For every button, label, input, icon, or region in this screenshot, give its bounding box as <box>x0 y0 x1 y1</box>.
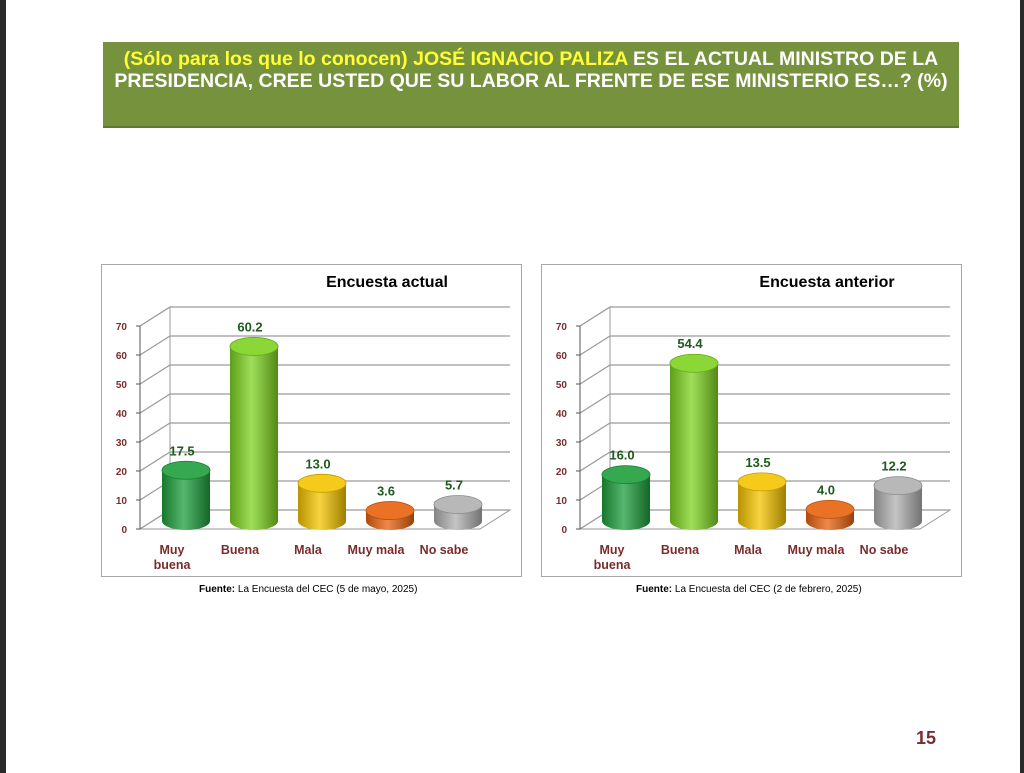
source-note-previous: Fuente: La Encuesta del CEC (2 de febrer… <box>636 584 862 595</box>
bar-value-label: 60.2 <box>237 319 262 334</box>
bar-body <box>670 363 718 530</box>
question-title: (Sólo para los que lo conocen) JOSÉ IGNA… <box>103 42 959 128</box>
bar <box>601 465 651 530</box>
bar-value-label: 16.0 <box>609 448 634 463</box>
bar-top <box>669 353 719 373</box>
bar-body <box>162 470 210 530</box>
bar-top <box>737 472 787 492</box>
source-note-current: Fuente: La Encuesta del CEC (5 de mayo, … <box>199 584 417 595</box>
chart-previous-survey: 0 10 20 30 40 50 60 70 Encuesta anterior 16.0 Muyb… <box>556 274 952 572</box>
gridline <box>139 364 510 385</box>
bar-value-label: 13.0 <box>305 456 330 471</box>
bar-value-label: 13.5 <box>745 455 770 470</box>
bar <box>873 476 923 530</box>
bar-value-label: 12.2 <box>881 459 906 474</box>
bar-body <box>602 474 650 530</box>
y-tick-label: 50 <box>556 380 568 391</box>
category-label: Buena <box>221 543 260 557</box>
chart-current-survey: 0 10 20 30 40 50 60 70 Encuesta actual 17.5 Muybue… <box>116 274 512 572</box>
bar-top <box>873 476 923 496</box>
category-label: Muy mala <box>788 543 846 557</box>
gridline <box>139 422 510 443</box>
source-label: Fuente: <box>199 584 236 595</box>
gridline <box>579 335 950 356</box>
y-tick-label: 30 <box>116 438 128 449</box>
bar-top <box>433 495 483 514</box>
bar-top <box>805 499 855 519</box>
bar-body <box>874 485 922 530</box>
bar <box>229 337 279 530</box>
bar-body <box>230 346 278 530</box>
bar-top <box>297 473 347 493</box>
y-tick-label: 10 <box>116 496 128 507</box>
bar <box>805 499 855 530</box>
category-label: Mala <box>294 543 323 557</box>
y-tick-label: 0 <box>121 525 127 536</box>
y-tick-label: 40 <box>556 409 568 420</box>
category-label: No sabe <box>860 543 909 557</box>
y-tick-label: 30 <box>556 438 568 449</box>
bar <box>365 501 415 530</box>
source-text: La Encuesta del CEC (2 de febrero, 2025) <box>674 584 862 595</box>
page-number: 15 <box>916 728 937 748</box>
category-label: buena <box>154 558 192 572</box>
y-tick-label: 70 <box>116 322 128 333</box>
category-label: No sabe <box>420 543 469 557</box>
y-tick-label: 40 <box>116 409 128 420</box>
bar-value-label: 4.0 <box>817 482 835 497</box>
y-tick-label: 10 <box>556 496 568 507</box>
bar <box>737 472 787 530</box>
gridline <box>579 393 950 414</box>
slide-page: (Sólo para los que lo conocen) JOSÉ IGNA… <box>6 0 1020 773</box>
title-person-name: JOSÉ IGNACIO PALIZA <box>413 48 628 70</box>
gridline <box>579 451 950 472</box>
category-label: Buena <box>661 543 700 557</box>
bar-body <box>738 481 786 530</box>
category-label: Muy <box>160 543 185 557</box>
y-tick-label: 0 <box>561 525 567 536</box>
gridline <box>139 306 510 327</box>
source-text: La Encuesta del CEC (5 de mayo, 2025) <box>237 584 418 595</box>
y-tick-label: 20 <box>116 467 128 478</box>
gridline <box>579 306 950 327</box>
gridline <box>139 451 510 472</box>
bar <box>669 353 719 530</box>
gridline <box>139 393 510 414</box>
y-tick-label: 60 <box>556 351 568 362</box>
y-tick-label: 50 <box>116 380 128 391</box>
category-label: Mala <box>734 543 763 557</box>
category-label: Muy mala <box>348 543 406 557</box>
y-tick-label: 20 <box>556 467 568 478</box>
chart-title: Encuesta anterior <box>759 274 894 291</box>
bar-top <box>601 465 651 485</box>
bar-value-label: 54.4 <box>677 336 703 351</box>
y-tick-label: 70 <box>556 322 568 333</box>
bar-value-label: 17.5 <box>169 443 194 458</box>
category-label: Muy <box>600 543 625 557</box>
chart-panel-previous: 0 10 20 30 40 50 60 70 Encuesta anterior 16.0 Muy b… <box>541 264 962 577</box>
chart-title: Encuesta actual <box>326 274 448 291</box>
bar-body <box>298 483 346 530</box>
gridline <box>579 422 950 443</box>
gridline <box>579 364 950 385</box>
source-label: Fuente: <box>636 584 673 595</box>
bar <box>297 473 347 530</box>
category-label: buena <box>594 558 632 572</box>
bar-top <box>229 337 279 356</box>
bar-value-label: 3.6 <box>377 484 395 499</box>
gridline <box>139 335 510 356</box>
y-tick-label: 60 <box>116 351 128 362</box>
bar <box>161 460 211 530</box>
bar-top <box>161 460 211 480</box>
title-question: ES EL ACTUAL MINISTRO DE LA PRESIDENCIA,… <box>114 48 948 92</box>
bar-value-label: 5.7 <box>445 477 463 492</box>
chart-panel-current: 0 10 20 30 40 50 60 70 Encuesta actual 17.5 Muy bue… <box>101 264 522 577</box>
bar <box>433 495 483 530</box>
title-qualifier: (Sólo para los que lo conocen) <box>123 48 408 70</box>
bar-top <box>365 501 415 520</box>
